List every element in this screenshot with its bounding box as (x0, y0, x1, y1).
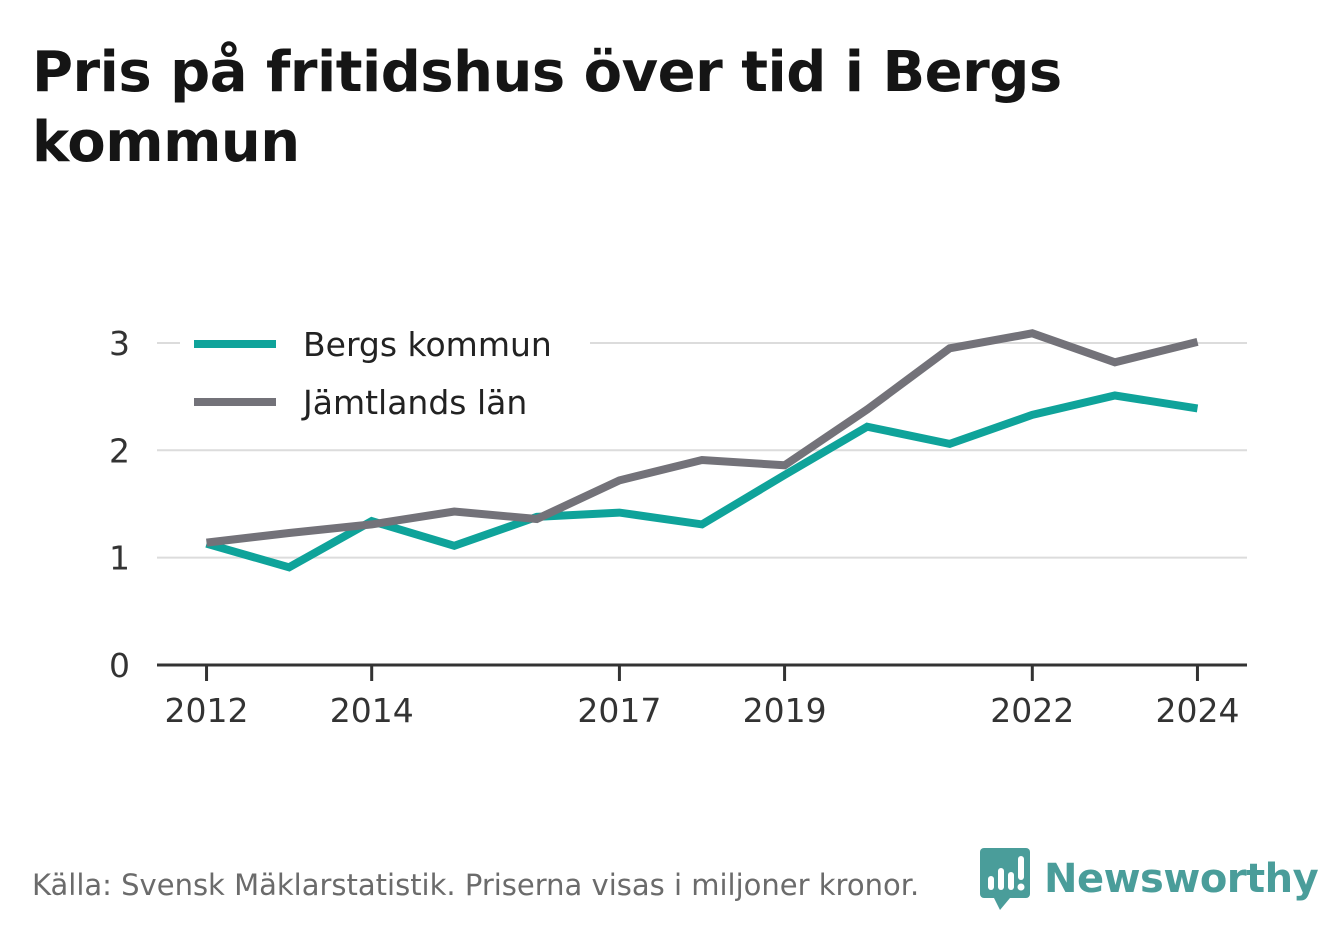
x-axis: 2012 2014 2017 2019 2022 2024 (157, 663, 1247, 730)
brand-logo: Newsworthy (980, 848, 1319, 910)
line-chart: 0 1 2 3 2012 2014 2017 2019 2022 2024 Bergs komm… (109, 318, 1247, 730)
legend: Bergs kommun Jämtlands län (180, 318, 590, 430)
newsworthy-logo-icon (980, 848, 1030, 910)
y-tick-label: 1 (109, 539, 130, 578)
source-note: Källa: Svensk Mäklarstatistik. Priserna … (32, 868, 920, 902)
legend-background (180, 318, 590, 430)
y-tick-label: 2 (109, 431, 130, 470)
y-tick-label: 3 (109, 324, 130, 363)
legend-label: Jämtlands län (301, 383, 527, 422)
x-tick-label: 2024 (1155, 691, 1239, 730)
x-tick-label: 2017 (577, 691, 661, 730)
legend-label: Bergs kommun (303, 325, 552, 364)
y-axis-ticks: 0 1 2 3 (109, 324, 130, 685)
series-line-2 (206, 329, 1199, 547)
chart-title: Pris på fritidshus över tid i Bergs komm… (32, 40, 1062, 175)
y-tick-label: 0 (109, 646, 130, 685)
x-tick-label: 2022 (990, 691, 1074, 730)
x-tick-label: 2014 (330, 691, 414, 730)
brand-name: Newsworthy (1044, 856, 1319, 902)
series-lines (205, 329, 1199, 572)
x-tick-label: 2012 (165, 691, 249, 730)
x-tick-label: 2019 (743, 691, 827, 730)
